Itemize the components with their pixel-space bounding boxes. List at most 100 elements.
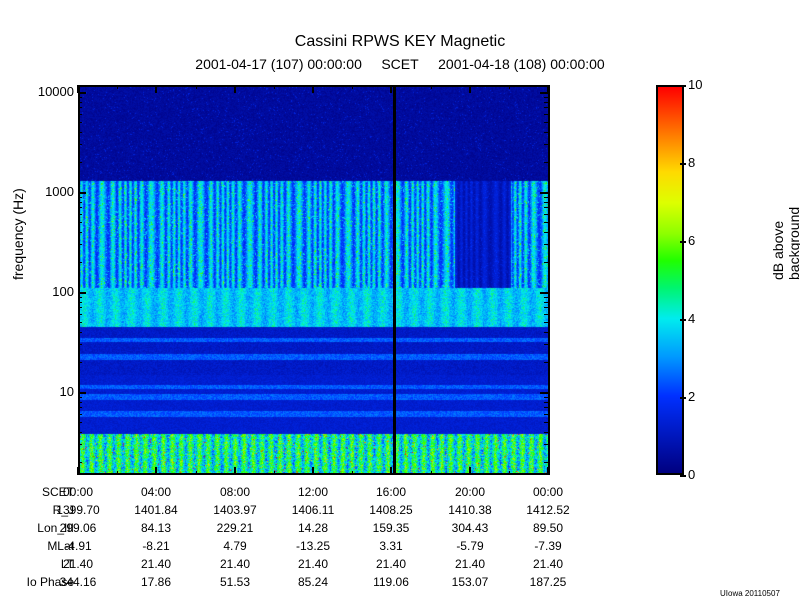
x-table-cell: 17.86 <box>117 575 195 589</box>
x-minor-tick <box>352 85 353 89</box>
page-root: Cassini RPWS KEY Magnetic 2001-04-17 (10… <box>0 0 800 600</box>
y-minor-tick <box>544 232 548 233</box>
y-minor-tick <box>78 422 82 423</box>
x-minor-tick <box>196 85 197 89</box>
x-table-cell: -4.91 <box>39 539 117 553</box>
colorbar-tick-label: 8 <box>688 155 695 170</box>
colorbar-tick-label: 10 <box>688 77 702 92</box>
x-table-cell: -8.21 <box>117 539 195 553</box>
y-tick-mark <box>540 192 548 194</box>
x-table-cell: 21.40 <box>196 557 274 571</box>
x-tick-mark <box>77 467 79 475</box>
x-table-cell: 16:00 <box>352 485 430 499</box>
x-tick-mark <box>312 467 314 475</box>
x-tick-mark <box>234 85 236 93</box>
y-minor-tick <box>78 314 82 315</box>
x-table-cell: 51.53 <box>196 575 274 589</box>
x-minor-tick <box>431 85 432 89</box>
y-tick-label: 100 <box>52 284 74 299</box>
y-minor-tick <box>544 362 548 363</box>
x-minor-tick <box>274 471 275 475</box>
x-table-cell: 84.13 <box>117 521 195 535</box>
y-minor-tick <box>78 397 82 398</box>
subtitle-left: 2001-04-17 (107) 00:00:00 <box>195 56 362 72</box>
y-minor-tick <box>78 114 82 115</box>
x-table-cell: 14.28 <box>274 521 352 535</box>
x-table-cell: 89.50 <box>509 521 587 535</box>
spectrogram-plot <box>78 85 550 475</box>
y-minor-tick <box>78 344 82 345</box>
x-tick-mark <box>547 85 549 93</box>
x-minor-tick <box>117 471 118 475</box>
y-tick-label: 10000 <box>38 84 74 99</box>
colorbar-tick-label: 2 <box>688 389 695 404</box>
y-minor-tick <box>544 297 548 298</box>
x-table-cell: 304.43 <box>431 521 509 535</box>
y-minor-tick <box>544 397 548 398</box>
x-table-cell: 1406.11 <box>274 503 352 517</box>
chart-title: Cassini RPWS KEY Magnetic <box>0 33 800 51</box>
y-minor-tick <box>78 432 82 433</box>
x-table-cell: 229.21 <box>196 521 274 535</box>
x-minor-tick <box>274 85 275 89</box>
y-minor-tick <box>78 197 82 198</box>
y-minor-tick <box>544 207 548 208</box>
y-minor-tick <box>78 222 82 223</box>
y-minor-tick <box>544 144 548 145</box>
colorbar-label: dB above background (7%) <box>770 207 800 280</box>
y-minor-tick <box>544 462 548 463</box>
x-tick-mark <box>312 85 314 93</box>
x-table-cell: 21.40 <box>39 557 117 571</box>
x-table-cell: 04:00 <box>117 485 195 499</box>
y-minor-tick <box>544 162 548 163</box>
y-tick-label: 1000 <box>45 184 74 199</box>
x-table-cell: 1401.84 <box>117 503 195 517</box>
y-minor-tick <box>544 262 548 263</box>
y-minor-tick <box>544 314 548 315</box>
y-minor-tick <box>544 244 548 245</box>
x-minor-tick <box>117 85 118 89</box>
y-minor-tick <box>544 107 548 108</box>
x-table-cell: 21.40 <box>117 557 195 571</box>
colorbar <box>656 85 684 475</box>
x-table-cell: 4.79 <box>196 539 274 553</box>
x-table-cell: 119.06 <box>352 575 430 589</box>
x-table-cell: 344.16 <box>39 575 117 589</box>
colorbar-tick-mark <box>680 163 686 165</box>
y-minor-tick <box>78 97 82 98</box>
y-minor-tick <box>78 214 82 215</box>
x-table-cell: 159.35 <box>352 521 430 535</box>
y-minor-tick <box>544 402 548 403</box>
x-table-cell: 299.06 <box>39 521 117 535</box>
day-boundary-line <box>393 85 396 475</box>
y-minor-tick <box>78 414 82 415</box>
y-minor-tick <box>544 322 548 323</box>
y-minor-tick <box>78 232 82 233</box>
colorbar-tick-label: 6 <box>688 233 695 248</box>
y-minor-tick <box>78 162 82 163</box>
y-minor-tick <box>544 344 548 345</box>
y-minor-tick <box>544 132 548 133</box>
subtitle-mid: SCET <box>381 56 418 72</box>
x-tick-mark <box>155 85 157 93</box>
y-minor-tick <box>78 462 82 463</box>
x-table-cell: 85.24 <box>274 575 352 589</box>
chart-subtitle: 2001-04-17 (107) 00:00:00 SCET 2001-04-1… <box>0 56 800 72</box>
y-minor-tick <box>78 362 82 363</box>
y-minor-tick <box>544 332 548 333</box>
x-tick-mark <box>390 85 392 93</box>
colorbar-tick-label: 0 <box>688 467 695 482</box>
y-tick-mark <box>78 92 86 94</box>
x-tick-mark <box>77 85 79 93</box>
x-table-cell: 21.40 <box>509 557 587 571</box>
y-minor-tick <box>544 444 548 445</box>
x-tick-mark <box>390 467 392 475</box>
y-minor-tick <box>544 432 548 433</box>
y-minor-tick <box>544 102 548 103</box>
y-minor-tick <box>78 307 82 308</box>
x-table-cell: 08:00 <box>196 485 274 499</box>
y-minor-tick <box>78 122 82 123</box>
x-tick-mark <box>547 467 549 475</box>
y-axis-label: frequency (Hz) <box>10 188 26 280</box>
footer-text: UIowa 20110507 <box>720 589 780 598</box>
